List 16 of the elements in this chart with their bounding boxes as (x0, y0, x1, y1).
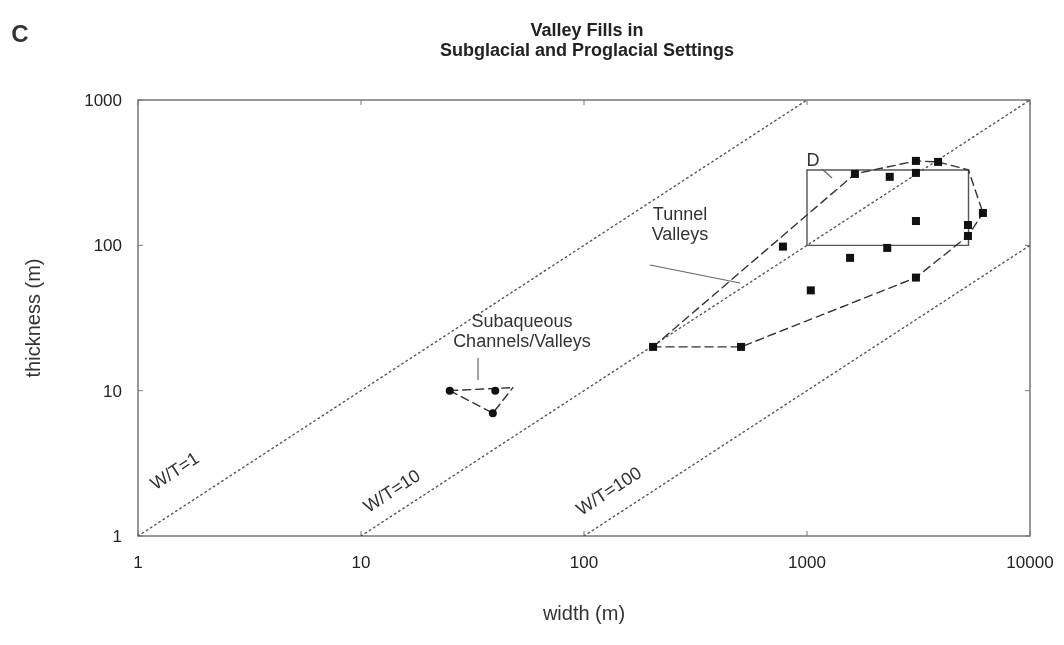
annotation: Subaqueous Channels/Valleys (453, 311, 591, 351)
y-tick-label: 10 (103, 381, 122, 401)
chart-title: Valley Fills in Subglacial and Proglacial Settings (439, 20, 735, 60)
x-tick-label: 1 (133, 553, 143, 572)
annotation: Tunnel Valleys (651, 204, 709, 244)
x-tick-label: 10000 (1006, 553, 1054, 572)
y-tick-label: 100 (93, 236, 122, 256)
y-tick-label: 1000 (84, 91, 122, 110)
x-tick-label: 1000 (788, 553, 826, 572)
annotation: D (806, 150, 820, 170)
text: C (11, 20, 29, 47)
x-axis-title: width (m) (541, 602, 626, 624)
y-axis-title: thickness (m) (22, 258, 44, 378)
x-tick-label: 100 (569, 553, 599, 572)
y-tick-label: 1 (112, 527, 122, 546)
x-tick-label: 10 (351, 553, 371, 572)
